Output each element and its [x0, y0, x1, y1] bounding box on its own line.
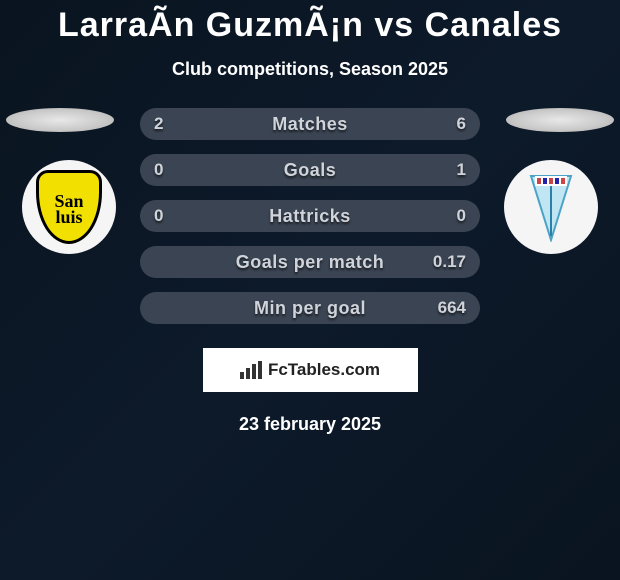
stat-left-value: 2 — [154, 114, 163, 134]
stat-right-value: 1 — [457, 160, 466, 180]
shadow-ellipse-right — [506, 108, 614, 132]
stat-bar: Min per goal 664 — [140, 292, 480, 324]
stat-label: Matches — [272, 114, 348, 135]
chart-bars-icon — [240, 361, 262, 379]
stat-label: Hattricks — [269, 206, 351, 227]
stat-right-value: 0.17 — [433, 252, 466, 272]
uc-pennant — [529, 172, 573, 242]
stat-right-value: 664 — [438, 298, 466, 318]
stat-label: Min per goal — [254, 298, 366, 319]
page-title: LarraÃ­n GuzmÃ¡n vs Canales — [0, 0, 620, 45]
stat-left-value: 0 — [154, 206, 163, 226]
stat-label: Goals — [284, 160, 337, 181]
shield-text-bottom: luis — [54, 209, 83, 225]
team-badge-right — [504, 160, 598, 254]
logo-suffix: Tables.com — [288, 360, 380, 379]
subtitle: Club competitions, Season 2025 — [0, 59, 620, 80]
date-text: 23 february 2025 — [0, 414, 620, 435]
stat-label: Goals per match — [236, 252, 385, 273]
stat-right-value: 0 — [457, 206, 466, 226]
comparison-content: San luis 2 Matches 6 0 Go — [0, 108, 620, 435]
stat-bar: Goals per match 0.17 — [140, 246, 480, 278]
stat-bar: 0 Hattricks 0 — [140, 200, 480, 232]
stat-left-value: 0 — [154, 160, 163, 180]
logo-text: FcTables.com — [268, 360, 380, 380]
san-luis-shield: San luis — [36, 170, 102, 244]
logo-prefix: Fc — [268, 360, 288, 379]
team-badge-left: San luis — [22, 160, 116, 254]
stat-right-value: 6 — [457, 114, 466, 134]
stat-bar: 0 Goals 1 — [140, 154, 480, 186]
shadow-ellipse-left — [6, 108, 114, 132]
stat-bar: 2 Matches 6 — [140, 108, 480, 140]
stat-bars: 2 Matches 6 0 Goals 1 0 Hattricks 0 Goal… — [140, 108, 480, 324]
fctables-logo: FcTables.com — [203, 348, 418, 392]
